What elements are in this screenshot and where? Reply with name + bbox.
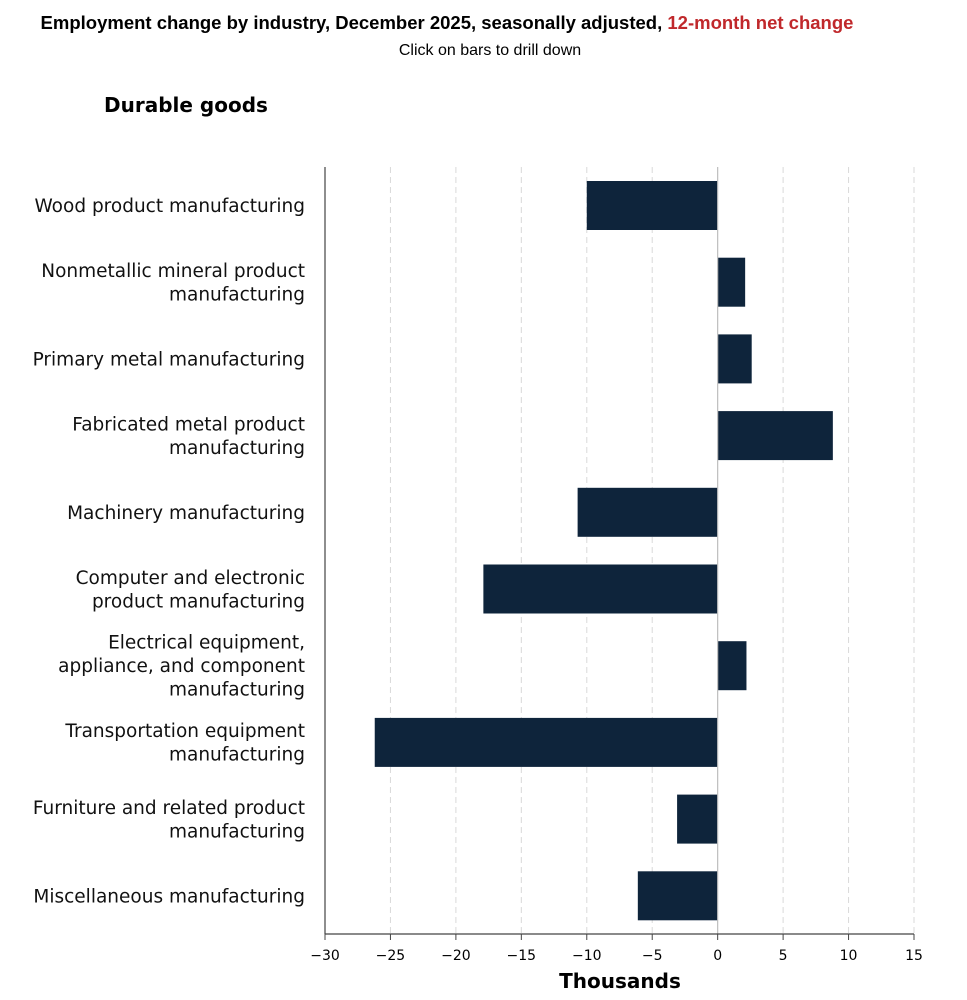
- bar-0[interactable]: [586, 181, 718, 230]
- category-label-line: Nonmetallic mineral product: [41, 261, 305, 282]
- category-label-line: appliance, and component: [58, 656, 305, 677]
- category-label-line: Wood product manufacturing: [34, 196, 305, 217]
- category-label-line: manufacturing: [169, 680, 305, 701]
- x-tick-label-0: −30: [310, 948, 340, 964]
- category-label-line: Machinery manufacturing: [67, 503, 305, 524]
- category-label-line: Computer and electronic: [76, 568, 305, 589]
- category-label-8: Furniture and related product manufacturi…: [33, 798, 305, 843]
- category-label-5: Computer and electronic product manufactu…: [76, 568, 305, 613]
- axes: [324, 167, 915, 940]
- category-label-line: product manufacturing: [92, 591, 305, 612]
- bars: [374, 181, 833, 921]
- x-tick-label-5: −5: [642, 948, 663, 964]
- chart-title-accent: 12-month net change: [667, 12, 854, 33]
- x-tick-label-7: 5: [779, 948, 788, 964]
- category-label-line: Furniture and related product: [33, 798, 305, 819]
- section-title: Durable goods: [104, 93, 268, 117]
- bar-7[interactable]: [374, 717, 718, 767]
- chart-subtitle: Click on bars to drill down: [398, 42, 582, 59]
- category-label-line: Primary metal manufacturing: [33, 349, 305, 370]
- category-label-2: Primary metal manufacturing: [33, 349, 305, 370]
- category-label-line: Transportation equipment: [64, 721, 305, 742]
- bar-3[interactable]: [717, 411, 833, 461]
- x-tick-label-2: −20: [441, 948, 471, 964]
- category-label-line: Fabricated metal product: [72, 414, 305, 435]
- x-tick-labels: −30 −25 −20 −15 −10 −5 0 5 10 15: [310, 948, 923, 964]
- category-label-line: manufacturing: [169, 438, 305, 459]
- bar-4[interactable]: [577, 487, 718, 537]
- x-tick-label-4: −10: [572, 948, 602, 964]
- x-tick-label-8: 10: [840, 948, 858, 964]
- category-label-1: Nonmetallic mineral product manufacturing: [41, 261, 305, 306]
- category-label-7: Transportation equipment manufacturing: [64, 721, 305, 766]
- x-tick-label-1: −25: [376, 948, 406, 964]
- bar-1[interactable]: [717, 257, 746, 307]
- gridlines: [389, 167, 915, 934]
- category-label-0: Wood product manufacturing: [34, 196, 305, 217]
- bar-2[interactable]: [717, 334, 752, 384]
- x-tick-label-3: −15: [507, 948, 537, 964]
- x-axis-label: Thousands: [559, 969, 681, 993]
- category-label-9: Miscellaneous manufacturing: [33, 886, 305, 907]
- chart-title: Employment change by industry, December …: [0, 12, 894, 34]
- bar-5[interactable]: [483, 564, 718, 614]
- category-labels: Wood product manufacturing Nonmetallic mi…: [33, 196, 305, 907]
- category-label-line: Electrical equipment,: [108, 633, 305, 654]
- bar-6[interactable]: [717, 641, 747, 691]
- x-tick-label-6: 0: [713, 948, 722, 964]
- bar-9[interactable]: [637, 871, 718, 921]
- category-label-6: Electrical equipment, appliance, and comp…: [58, 633, 305, 701]
- category-label-line: manufacturing: [169, 821, 305, 842]
- bar-8[interactable]: [677, 794, 718, 844]
- category-label-line: manufacturing: [169, 745, 305, 766]
- category-label-line: Miscellaneous manufacturing: [33, 886, 305, 907]
- x-tick-label-9: 15: [905, 948, 923, 964]
- chart-title-main: Employment change by industry, December …: [40, 12, 668, 33]
- category-label-line: manufacturing: [169, 284, 305, 305]
- category-label-4: Machinery manufacturing: [67, 503, 305, 524]
- category-label-3: Fabricated metal product manufacturing: [72, 414, 305, 459]
